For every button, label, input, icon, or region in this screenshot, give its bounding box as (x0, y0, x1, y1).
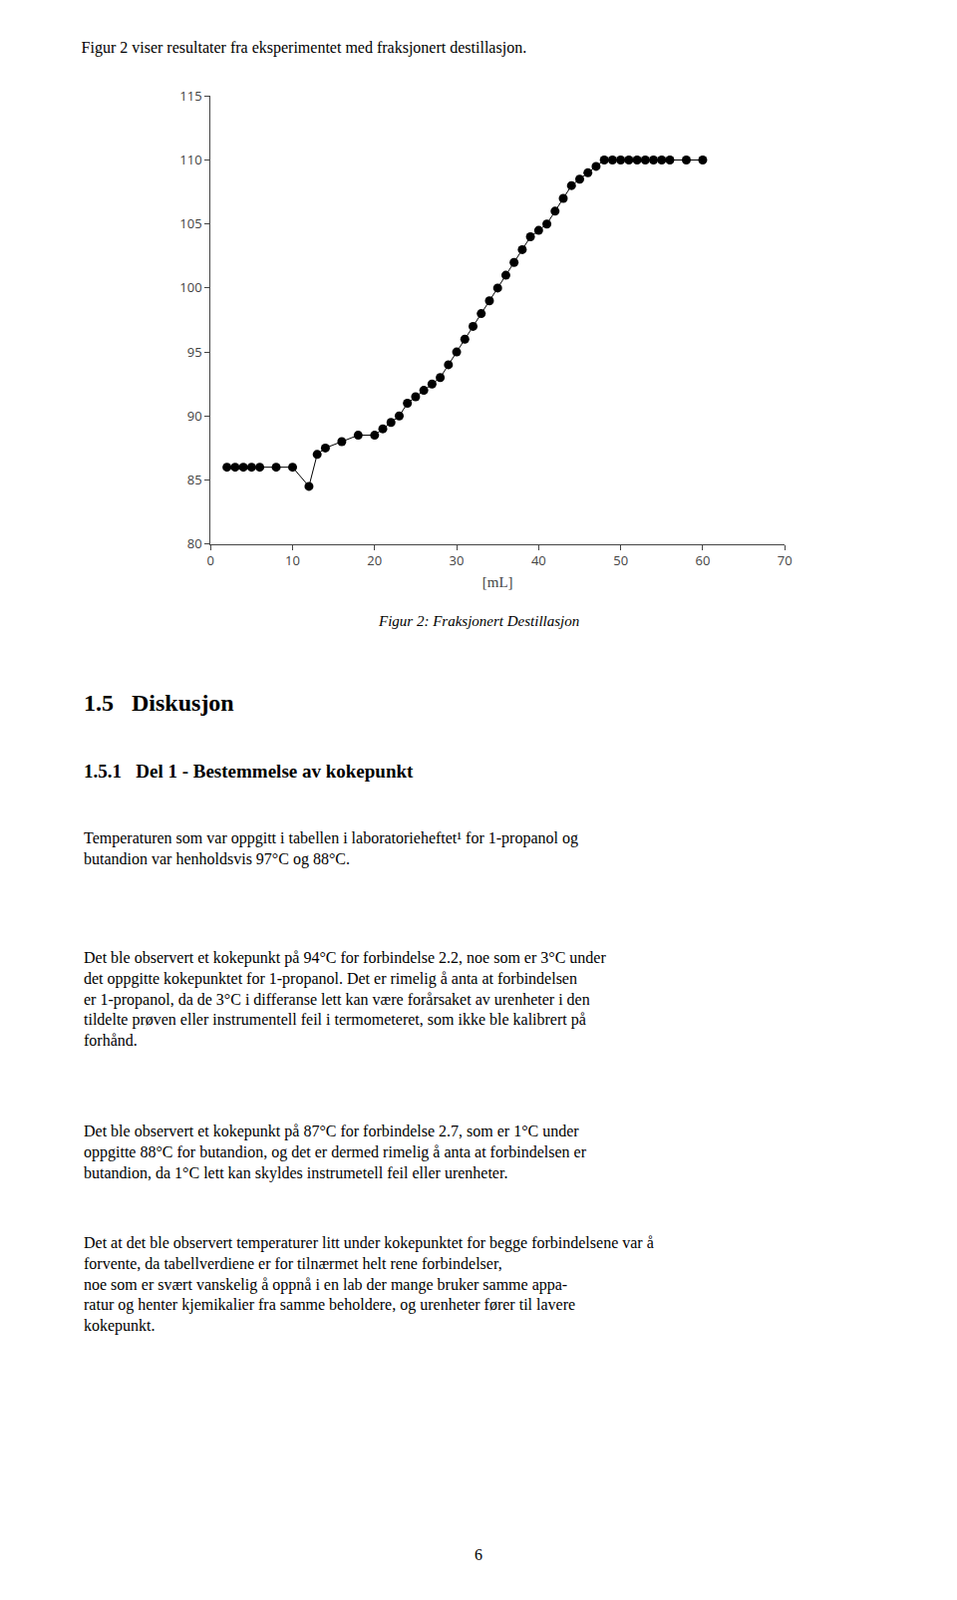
svg-text:0: 0 (206, 551, 214, 570)
svg-text:30: 30 (449, 551, 465, 570)
svg-text:60: 60 (694, 551, 710, 570)
svg-text:70: 70 (777, 551, 793, 570)
svg-text:50: 50 (613, 551, 629, 570)
svg-text:6: 6 (474, 1546, 483, 1564)
svg-text:80: 80 (187, 534, 203, 553)
svg-text:1.5.1 Del 1 - Bestemmelse av: 1.5.1 Del 1 - Bestemmelse av kokepunkt (83, 760, 414, 782)
svg-text:[mL]: [mL] (482, 574, 514, 591)
svg-text:110: 110 (179, 150, 202, 169)
svg-text:10: 10 (285, 551, 301, 570)
svg-text:95: 95 (187, 342, 203, 361)
svg-text:90: 90 (187, 406, 203, 425)
svg-text:100: 100 (179, 278, 202, 297)
svg-text:Det ble observert et kokepunkt: Det ble observert et kokepunkt på 87°C f… (83, 1122, 588, 1183)
svg-text:40: 40 (531, 551, 547, 570)
svg-text:85: 85 (187, 470, 203, 489)
svg-text:20: 20 (366, 551, 382, 570)
svg-text:Figur 2 viser resultater fra e: Figur 2 viser resultater fra eksperiment… (81, 38, 528, 57)
svg-text:Temperaturen som var oppgitt i: Temperaturen som var oppgitt i tabellen … (83, 829, 579, 869)
svg-text:Det ble observert et kokepunkt: Det ble observert et kokepunkt på 94°C f… (83, 949, 607, 1049)
svg-text:Det at det ble observert tempe: Det at det ble observert temperaturer li… (83, 1234, 654, 1335)
svg-text:105: 105 (179, 214, 202, 233)
svg-text:1.5 Diskusjon: 1.5 Diskusjon (83, 689, 235, 716)
svg-text:Figur 2: Fraksjonert Destillas: Figur 2: Fraksjonert Destillasjon (377, 613, 580, 630)
svg-text:115: 115 (179, 86, 202, 105)
